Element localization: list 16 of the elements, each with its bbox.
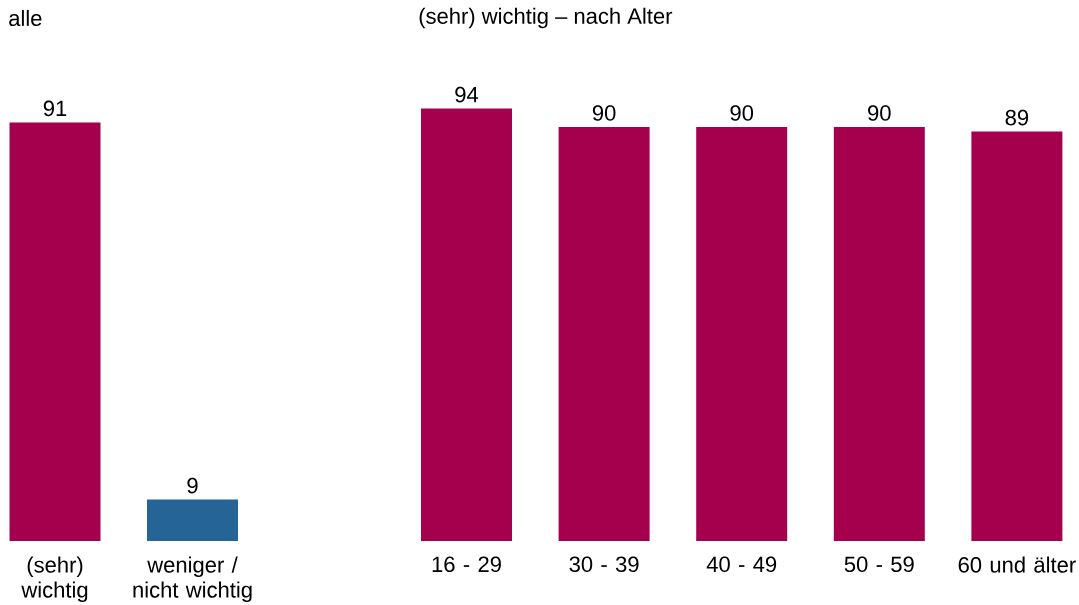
data-label: 89 (1005, 109, 1029, 126)
data-label: 90 (868, 105, 891, 121)
data-label: 90 (592, 105, 616, 121)
data-label: 94 (455, 86, 479, 103)
x-tick-label: 50 - 59 (844, 556, 914, 573)
x-tick-label: 40 - 49 (706, 556, 777, 573)
x-tick-label: 16 - 29 (432, 556, 501, 573)
data-label: 90 (730, 105, 754, 121)
data-label: 91 (43, 100, 67, 117)
x-tick-label: (sehr) wichtig (21, 556, 88, 603)
x-tick-label: 60 und älter (958, 556, 1076, 573)
chart-title: (sehr) wichtig – nach Alter (419, 7, 673, 29)
data-label: 9 (187, 477, 198, 494)
x-tick-label: 30 - 39 (569, 556, 639, 573)
chart-title: alle (9, 9, 42, 27)
x-tick-label: weniger / nicht wichtig (133, 556, 252, 603)
